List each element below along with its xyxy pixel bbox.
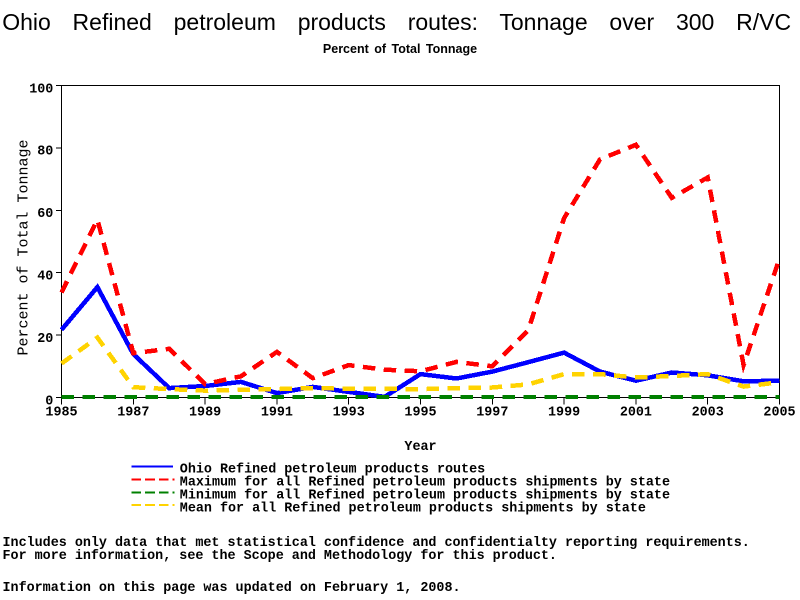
svg-text:Maximum for all Refined petrol: Maximum for all Refined petroleum produc… xyxy=(180,476,670,491)
svg-text:Mean for all Refined petroleum: Mean for all Refined petroleum products … xyxy=(180,501,646,516)
svg-text:1989: 1989 xyxy=(189,405,221,420)
svg-text:1997: 1997 xyxy=(476,405,508,420)
svg-text:1993: 1993 xyxy=(333,405,365,420)
svg-text:40: 40 xyxy=(37,270,53,285)
svg-text:2001: 2001 xyxy=(620,405,652,420)
svg-text:Ohio Refined petroleum product: Ohio Refined petroleum products routes xyxy=(180,463,485,478)
svg-text:Minimum for all Refined petrol: Minimum for all Refined petroleum produc… xyxy=(180,489,670,504)
svg-text:0: 0 xyxy=(45,394,53,409)
svg-text:20: 20 xyxy=(37,332,53,347)
svg-text:60: 60 xyxy=(37,207,53,222)
svg-text:2005: 2005 xyxy=(763,405,795,420)
svg-text:Year: Year xyxy=(404,440,436,455)
svg-text:80: 80 xyxy=(37,145,53,160)
svg-text:Percent of Total Tonnage: Percent of Total Tonnage xyxy=(16,139,33,355)
svg-text:2003: 2003 xyxy=(692,405,724,420)
svg-text:1999: 1999 xyxy=(548,405,580,420)
svg-text:1985: 1985 xyxy=(45,405,77,420)
svg-text:1995: 1995 xyxy=(404,405,436,420)
svg-text:1987: 1987 xyxy=(117,405,149,420)
svg-text:1991: 1991 xyxy=(261,405,293,420)
svg-text:100: 100 xyxy=(29,82,53,97)
